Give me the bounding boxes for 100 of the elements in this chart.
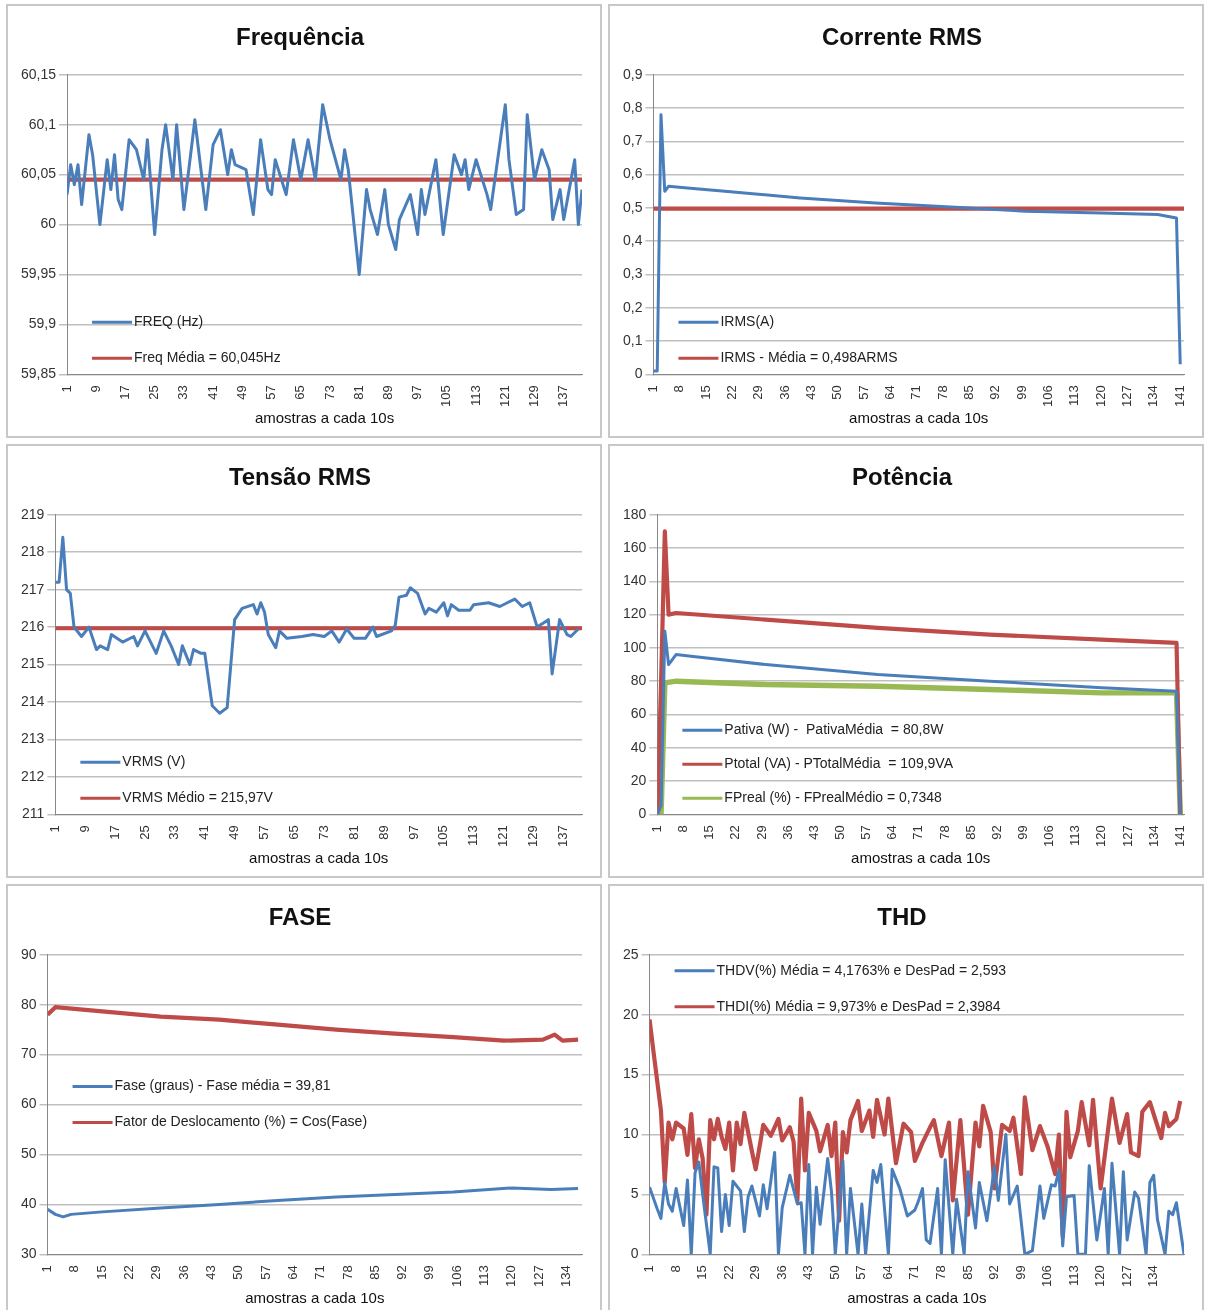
y-tick-label: 0 (630, 1245, 639, 1262)
x-tick-label: 71 (906, 1265, 922, 1280)
x-axis-title: amostras a cada 10s (245, 1289, 385, 1307)
x-tick-label: 25 (146, 385, 162, 400)
x-tick-label: 73 (315, 825, 331, 840)
legend-label: FREQ (Hz) (134, 313, 204, 330)
x-tick-label: 113 (1067, 825, 1083, 847)
x-tick-label: 106 (1041, 825, 1057, 848)
y-tick-label: 100 (623, 638, 647, 655)
x-tick-label: 89 (375, 825, 391, 840)
x-tick-label: 106 (448, 1265, 464, 1288)
x-tick-label: 50 (829, 385, 845, 400)
x-tick-label: 121 (495, 825, 511, 848)
x-tick-label: 99 (1012, 1265, 1028, 1280)
x-tick-label: 50 (230, 1265, 246, 1280)
x-tick-label: 120 (1092, 385, 1108, 408)
x-tick-label: 43 (803, 385, 819, 400)
x-tick-label: 120 (503, 1265, 519, 1288)
y-tick-label: 160 (623, 538, 647, 555)
x-tick-label: 127 (530, 1265, 546, 1288)
x-tick-label: 73 (321, 385, 337, 400)
y-tick-label: 120 (623, 605, 647, 622)
y-tick-label: 60 (20, 1095, 37, 1112)
x-tick-label: 113 (476, 1265, 492, 1287)
y-tick-label: 0 (634, 365, 643, 382)
y-tick-label: 214 (21, 692, 45, 709)
x-tick-label: 36 (773, 1265, 789, 1280)
y-tick-label: 60,05 (20, 165, 57, 182)
x-tick-label: 97 (409, 385, 425, 400)
x-tick-label: 134 (1145, 385, 1161, 408)
x-tick-label: 113 (467, 385, 483, 407)
x-tick-label: 22 (724, 385, 740, 400)
x-tick-label: 81 (350, 385, 366, 400)
legend-label: VRMS (V) (122, 753, 186, 770)
chart-title: Potência (851, 463, 953, 491)
x-tick-label: 78 (933, 1265, 948, 1280)
x-tick-label: 1 (58, 385, 74, 393)
x-tick-label: 137 (555, 385, 571, 408)
x-tick-label: 137 (554, 825, 570, 848)
y-tick-label: 20 (630, 771, 647, 788)
x-tick-label: 8 (675, 825, 691, 833)
y-tick-label: 211 (22, 805, 45, 822)
x-tick-label: 65 (292, 385, 308, 400)
y-tick-label: 215 (21, 655, 45, 672)
chart-title: Frequência (235, 23, 365, 51)
x-tick-label: 64 (879, 1265, 895, 1280)
x-tick-label: 49 (233, 385, 249, 400)
legend-label: IRMS - Média = 0,498ARMS (720, 349, 898, 366)
x-tick-label: 113 (465, 825, 481, 847)
y-tick-label: 59,9 (28, 315, 57, 332)
legend-label: Ptotal (VA) - PTotalMédia = 109,9VA (724, 755, 954, 772)
chart-title: Corrente RMS (821, 23, 983, 51)
x-tick-label: 113 (1066, 385, 1082, 407)
x-tick-label: 81 (345, 825, 361, 840)
legend-label: VRMS Médio = 215,97V (122, 789, 274, 806)
x-tick-label: 134 (1145, 825, 1161, 848)
x-tick-label: 43 (202, 1265, 218, 1280)
y-tick-label: 60 (40, 215, 57, 232)
y-tick-label: 0,3 (622, 265, 643, 282)
x-tick-label: 25 (136, 825, 152, 840)
x-tick-label: 134 (557, 1265, 573, 1288)
x-tick-label: 29 (148, 1265, 164, 1280)
x-tick-label: 141 (1171, 385, 1187, 408)
x-tick-label: 9 (76, 825, 92, 833)
x-tick-label: 92 (987, 385, 1003, 400)
x-tick-label: 78 (936, 825, 952, 840)
legend-label: Freq Média = 60,045Hz (134, 349, 281, 366)
x-tick-label: 64 (884, 825, 900, 840)
y-tick-label: 15 (622, 1065, 639, 1082)
x-tick-label: 41 (204, 385, 220, 400)
x-axis-title: amostras a cada 10s (851, 849, 991, 867)
x-tick-label: 129 (526, 385, 542, 408)
x-tick-label: 99 (1013, 385, 1029, 400)
y-tick-label: 180 (623, 505, 647, 522)
chart-title: FASE (268, 903, 332, 931)
y-tick-label: 0 (638, 805, 647, 822)
y-tick-label: 216 (21, 617, 45, 634)
x-tick-label: 99 (421, 1265, 437, 1280)
x-tick-label: 89 (380, 385, 396, 400)
x-axis-title: amostras a cada 10s (249, 849, 389, 867)
legend-label: FPreal (%) - FPrealMédio = 0,7348 (724, 789, 943, 806)
x-tick-label: 129 (525, 825, 541, 848)
y-tick-label: 90 (20, 945, 37, 962)
x-tick-label: 1 (645, 385, 661, 393)
x-tick-label: 1 (39, 1265, 55, 1273)
y-tick-label: 0,2 (622, 298, 643, 315)
x-tick-label: 120 (1092, 1265, 1108, 1288)
x-tick-label: 97 (405, 825, 421, 840)
y-tick-label: 60,1 (28, 115, 57, 132)
x-tick-label: 65 (285, 825, 301, 840)
x-tick-label: 1 (641, 1265, 657, 1273)
x-tick-label: 17 (106, 825, 122, 840)
y-tick-label: 40 (630, 738, 647, 755)
y-tick-label: 0,7 (622, 132, 643, 149)
x-tick-label: 64 (284, 1265, 300, 1280)
y-tick-label: 213 (21, 730, 45, 747)
y-tick-label: 50 (20, 1145, 37, 1162)
y-tick-label: 0,8 (622, 98, 643, 115)
x-tick-label: 1 (648, 825, 664, 833)
legend-label: THDV(%) Média = 4,1763% e DesPad = 2,593 (716, 961, 1007, 978)
